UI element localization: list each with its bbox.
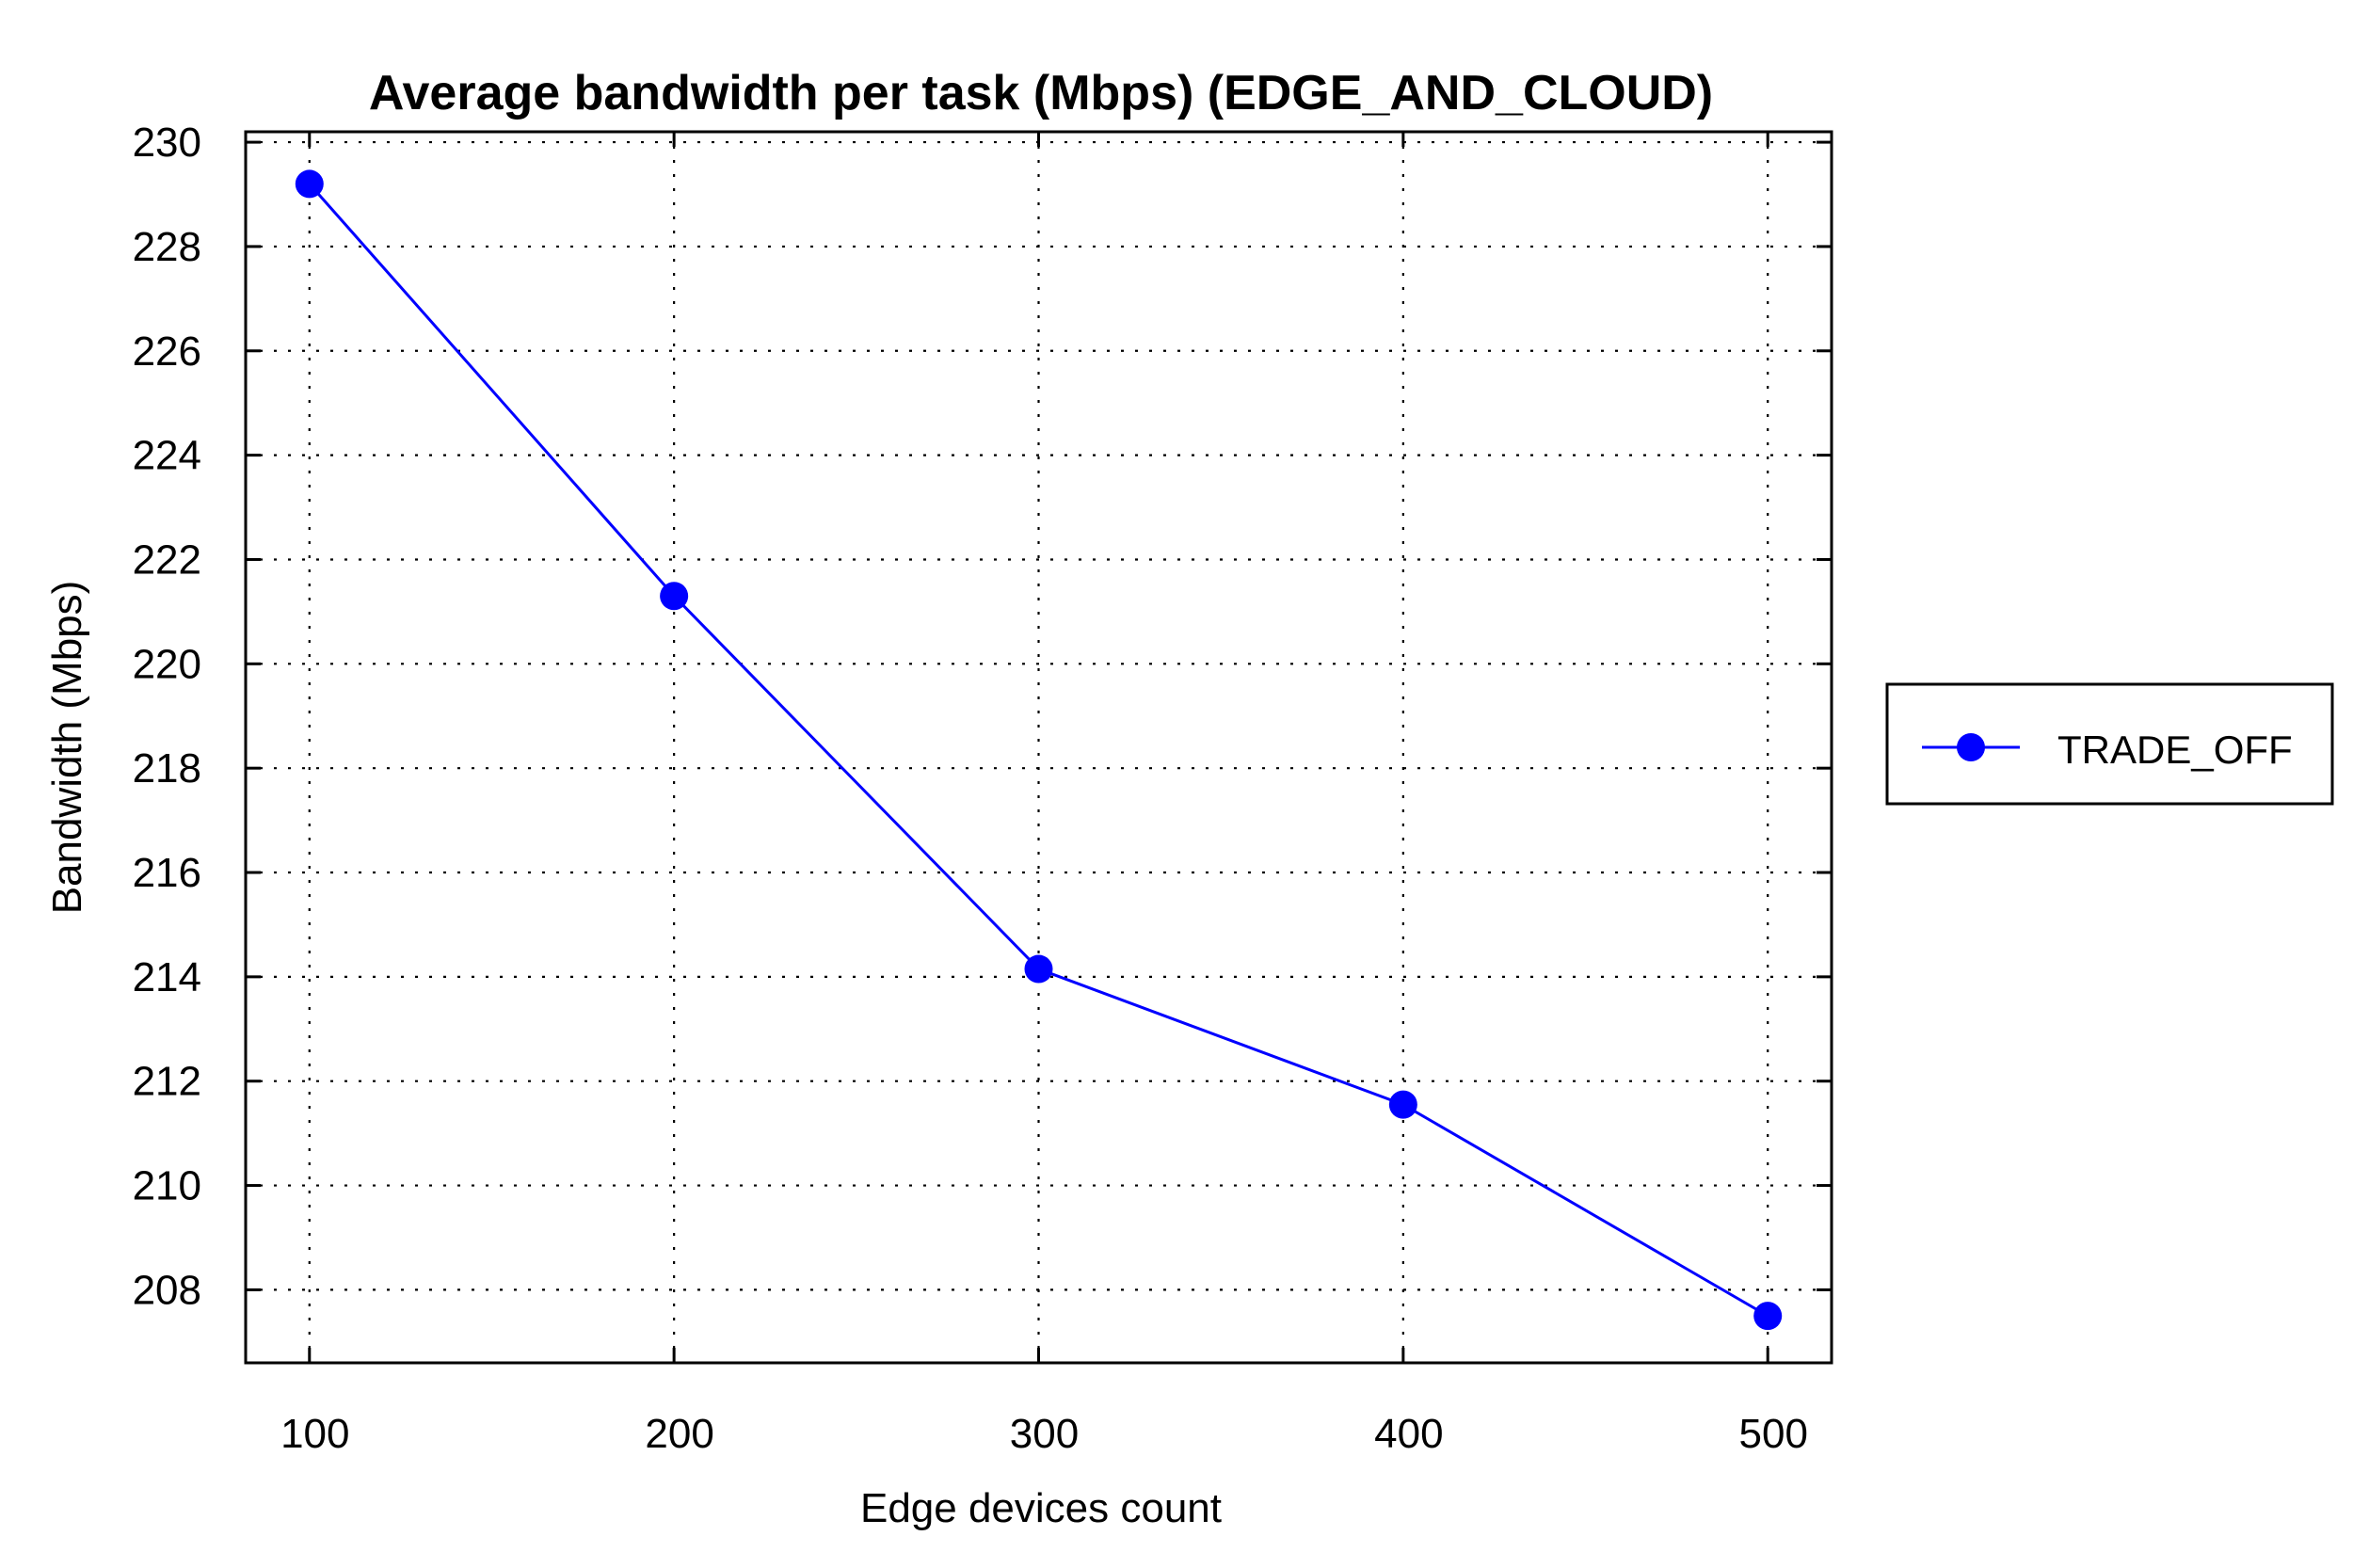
y-tick-label: 220 bbox=[133, 641, 201, 687]
data-point bbox=[660, 582, 689, 611]
chart-title: Average bandwidth per task (Mbps) (EDGE_… bbox=[369, 66, 1713, 120]
y-tick-label: 222 bbox=[133, 536, 201, 583]
y-tick-label: 224 bbox=[133, 433, 201, 479]
x-tick-label: 400 bbox=[1374, 1411, 1443, 1457]
y-tick-label: 226 bbox=[133, 328, 201, 375]
x-tick-label: 200 bbox=[645, 1411, 713, 1457]
y-tick-label: 212 bbox=[133, 1059, 201, 1105]
y-tick-label: 230 bbox=[133, 120, 201, 166]
x-tick-label: 300 bbox=[1010, 1411, 1079, 1457]
y-tick-label: 216 bbox=[133, 850, 201, 896]
legend-label: TRADE_OFF bbox=[2057, 728, 2293, 772]
legend-box bbox=[1885, 682, 2334, 806]
data-point bbox=[295, 169, 324, 199]
x-tick-label: 100 bbox=[280, 1411, 349, 1457]
axis-ticks: 100 200 300 400 500 208 210 212 214 216 218 220 222 2… bbox=[133, 120, 1832, 1457]
y-tick-label: 228 bbox=[133, 224, 201, 270]
y-tick-label: 208 bbox=[133, 1267, 201, 1313]
data-point bbox=[1388, 1090, 1417, 1119]
series-layer bbox=[295, 169, 1783, 1331]
legend: TRADE_OFF bbox=[1885, 682, 2334, 806]
x-axis-label: Edge devices count bbox=[860, 1485, 1222, 1531]
x-tick-label: 500 bbox=[1739, 1411, 1808, 1457]
y-tick-label: 218 bbox=[133, 745, 201, 792]
data-point bbox=[1753, 1302, 1783, 1331]
y-tick-label: 210 bbox=[133, 1163, 201, 1209]
y-axis-label: Bandwidth (Mbps) bbox=[44, 581, 90, 915]
legend-marker bbox=[1957, 733, 1985, 761]
y-tick-label: 214 bbox=[133, 954, 201, 1000]
series-line bbox=[308, 183, 1769, 1318]
data-point bbox=[1024, 954, 1053, 984]
grid-lines bbox=[246, 132, 1832, 1363]
